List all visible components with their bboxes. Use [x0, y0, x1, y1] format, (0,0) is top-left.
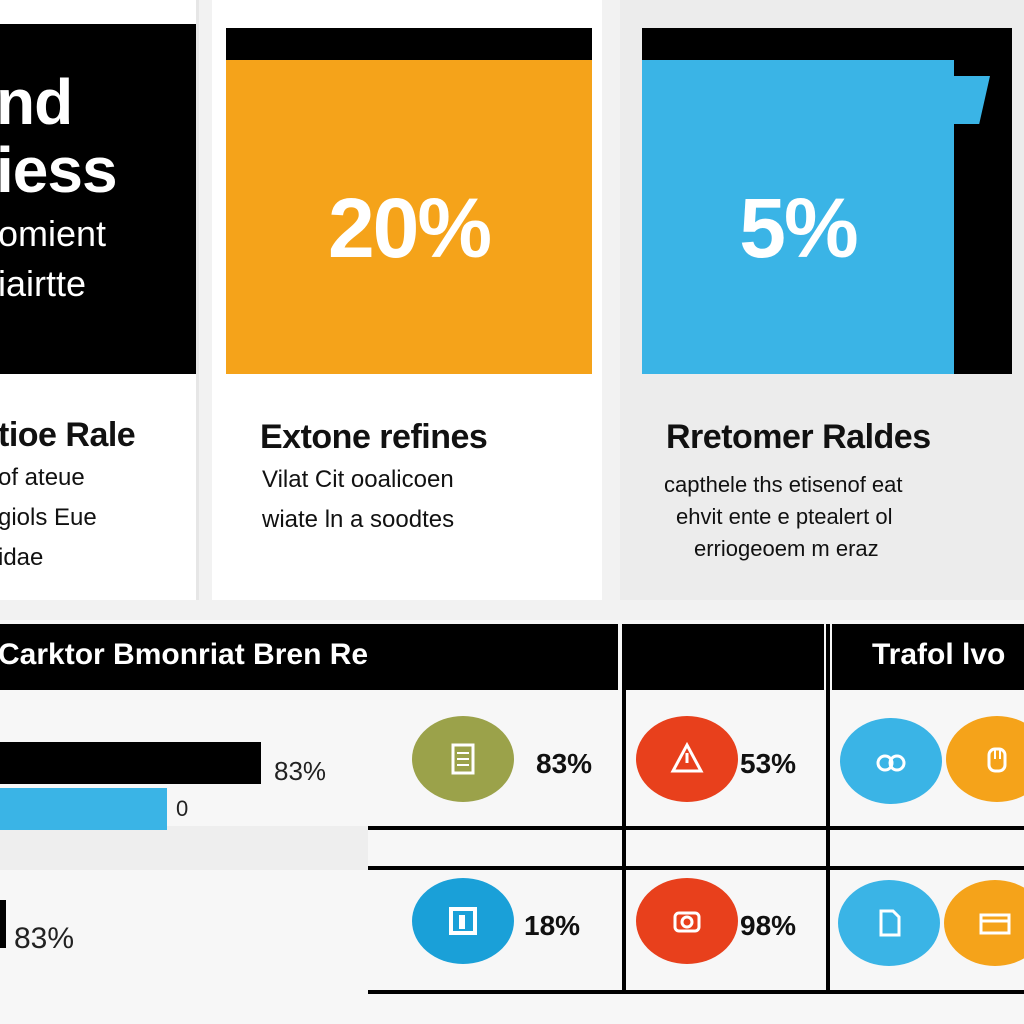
card-3-title: Rretomer Raldes: [666, 418, 931, 456]
row-divider-3: [368, 990, 1024, 994]
progress-bar-black-label: 83%: [274, 756, 327, 786]
card-1-line-3: idae: [0, 544, 44, 571]
card-2-stat: 20%: [327, 181, 492, 275]
hand-icon: [946, 716, 1024, 802]
card-3-blue-panel: 5%: [642, 60, 954, 374]
bottom-left-percent: 83%: [14, 922, 75, 955]
lower-header-left-text: Carktor Bmonriat Bren Re: [0, 638, 369, 671]
card-1-line-2: giols Eue: [0, 504, 97, 531]
card-3-line-1: capthele ths etisenof eat: [664, 472, 903, 497]
card-3-stat: 5%: [739, 181, 858, 275]
card-1-subheading-line-2: iairtte: [0, 263, 87, 304]
row-1-col-1-percent: 83%: [536, 748, 593, 779]
progress-bar-blue-label: 0: [176, 796, 189, 821]
card-2-title: Extone refines: [260, 418, 488, 456]
card-1-subheading-line-1: omient: [0, 213, 107, 254]
file-icon: [838, 880, 940, 966]
row-divider-2: [368, 866, 1024, 870]
card-3-line-3: erriogeoem m eraz: [694, 536, 879, 561]
grid-divider-2: [826, 624, 830, 994]
row-divider-1: [368, 826, 1024, 830]
small-black-marker: [0, 900, 6, 948]
card-1-title: tioe Rale: [0, 416, 136, 454]
progress-bar-black: [0, 742, 261, 784]
lower-header-right-text: Trafol lvo: [872, 638, 1006, 671]
left-gap-band: [0, 826, 368, 870]
card-1-heading-line-2: iess: [0, 134, 118, 206]
document-icon: [412, 716, 514, 802]
row-2-col-2-percent: 98%: [740, 910, 797, 941]
card-1-line-1: of ateue: [0, 464, 85, 491]
alert-icon: [636, 716, 738, 802]
card-1-heading-line-1: nd: [0, 66, 73, 138]
lower-header-left: Carktor Bmonriat Bren Re: [0, 624, 618, 690]
card-2-line-1: Vilat Cit ooalicoen: [262, 466, 454, 493]
row-2-col-1-percent: 18%: [524, 910, 581, 941]
card-1-black-panel: nd iess omient iairtte: [0, 24, 196, 374]
card-2-orange-panel: 20%: [226, 60, 592, 374]
lower-header-right: Trafol lvo: [832, 624, 1024, 690]
row-1-col-2-percent: 53%: [740, 748, 797, 779]
grid-divider-1: [622, 624, 626, 994]
lower-header-middle: [626, 624, 824, 690]
card-2-top-bar: [226, 28, 592, 60]
card-3-line-2: ehvit ente e ptealert ol: [676, 504, 893, 529]
progress-bar-blue: [0, 788, 167, 830]
link-icon: [840, 718, 942, 804]
frame-icon: [412, 878, 514, 964]
card-2-line-2: wiate ln a soodtes: [262, 506, 455, 533]
camera-icon: [636, 878, 738, 964]
card-icon: [944, 880, 1024, 966]
